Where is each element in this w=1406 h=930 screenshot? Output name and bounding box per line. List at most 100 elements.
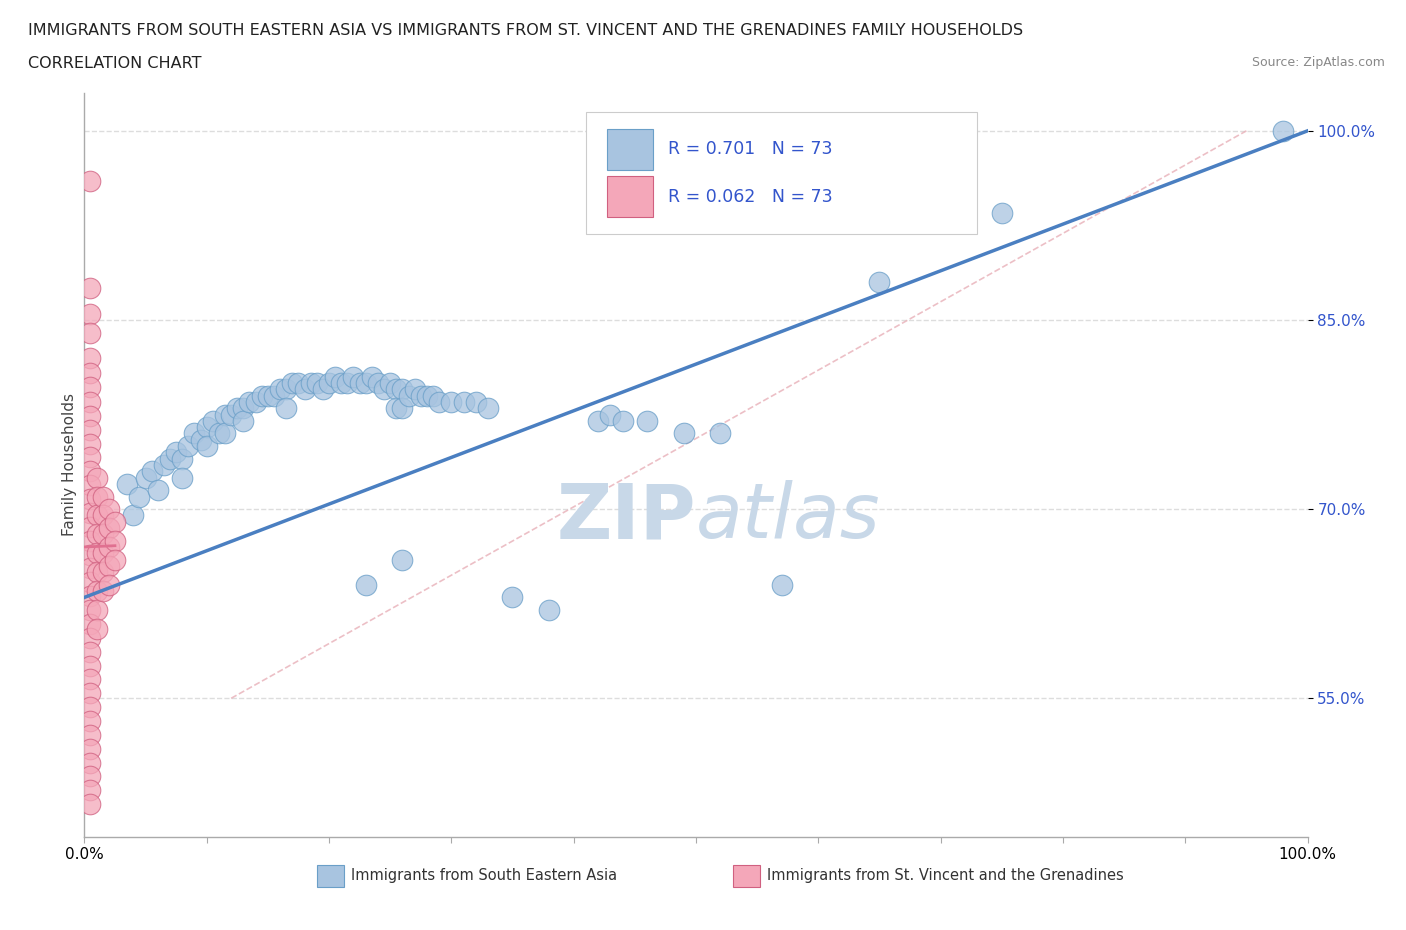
Point (214, 407, 236, 422)
Point (79, 326, 101, 340)
Point (318, 376, 340, 391)
Point (146, 483, 169, 498)
Point (305, 376, 328, 391)
Point (195, 419, 218, 434)
Point (104, 514, 127, 529)
Point (177, 439, 200, 454)
Point (79, 547, 101, 562)
Point (79, 519, 101, 534)
Point (135, 471, 157, 485)
Point (464, 394, 486, 409)
Text: Immigrants from South Eastern Asia: Immigrants from South Eastern Asia (352, 869, 617, 883)
Point (172, 451, 194, 466)
Point (391, 401, 413, 416)
Point (422, 388, 444, 403)
Point (79, 658, 101, 673)
Point (208, 426, 231, 441)
Point (86, 603, 108, 618)
Point (232, 401, 254, 416)
Text: IMMIGRANTS FROM SOUTH EASTERN ASIA VS IMMIGRANTS FROM ST. VINCENT AND THE GRENAD: IMMIGRANTS FROM SOUTH EASTERN ASIA VS IM… (28, 23, 1024, 38)
Point (385, 401, 408, 416)
Point (79, 644, 101, 659)
Point (538, 603, 561, 618)
Point (342, 369, 364, 384)
Point (183, 426, 205, 441)
Text: CORRELATION CHART: CORRELATION CHART (28, 56, 201, 71)
Point (91, 584, 114, 599)
Point (404, 382, 426, 397)
Text: atlas: atlas (696, 480, 880, 554)
Point (409, 388, 432, 403)
Point (770, 578, 793, 592)
Point (97, 539, 120, 554)
Point (79, 699, 101, 714)
Point (141, 464, 163, 479)
Point (79, 464, 101, 479)
FancyBboxPatch shape (606, 128, 654, 169)
Point (257, 388, 280, 403)
Point (232, 414, 254, 429)
Text: ZIP: ZIP (557, 480, 696, 554)
Point (214, 426, 236, 441)
Point (427, 394, 450, 409)
Point (453, 394, 475, 409)
Point (599, 407, 621, 422)
Point (79, 306, 101, 321)
Text: Source: ZipAtlas.com: Source: ZipAtlas.com (1251, 56, 1385, 69)
Point (91, 508, 114, 523)
Point (373, 382, 395, 397)
Point (195, 439, 218, 454)
Point (869, 274, 891, 289)
Point (391, 382, 413, 397)
Point (79, 506, 101, 521)
Point (636, 414, 658, 429)
Text: Immigrants from St. Vincent and the Grenadines: Immigrants from St. Vincent and the Gren… (766, 869, 1123, 883)
Point (312, 382, 335, 397)
Point (79, 422, 101, 437)
Point (440, 394, 463, 409)
Text: R = 0.062   N = 73: R = 0.062 N = 73 (668, 188, 832, 206)
FancyBboxPatch shape (733, 865, 759, 887)
Point (159, 451, 181, 466)
Point (97, 578, 120, 592)
Point (172, 471, 194, 485)
Point (991, 206, 1014, 220)
Point (238, 394, 260, 409)
Point (398, 388, 420, 403)
Point (245, 394, 267, 409)
Point (709, 426, 731, 441)
Point (165, 445, 187, 459)
Point (79, 589, 101, 604)
Point (91, 546, 114, 561)
FancyBboxPatch shape (606, 177, 654, 218)
Point (367, 376, 389, 391)
Point (79, 561, 101, 576)
Point (672, 426, 695, 441)
Point (86, 546, 108, 561)
Point (86, 508, 108, 523)
Point (79, 533, 101, 548)
Point (79, 492, 101, 507)
Point (502, 590, 524, 604)
Point (91, 489, 114, 504)
Point (79, 379, 101, 394)
Point (79, 713, 101, 728)
Point (586, 414, 609, 429)
Point (104, 533, 127, 548)
Point (354, 578, 377, 592)
Point (323, 369, 346, 384)
Y-axis label: Family Households: Family Households (62, 393, 77, 537)
Point (79, 394, 101, 409)
Point (79, 174, 101, 189)
Point (86, 527, 108, 542)
Point (79, 797, 101, 812)
Point (477, 401, 499, 416)
Point (86, 621, 108, 636)
Point (122, 508, 145, 523)
Point (79, 603, 101, 618)
Point (97, 521, 120, 536)
Point (250, 388, 273, 403)
Point (79, 672, 101, 687)
Text: R = 0.701   N = 73: R = 0.701 N = 73 (668, 140, 832, 158)
Point (276, 401, 298, 416)
